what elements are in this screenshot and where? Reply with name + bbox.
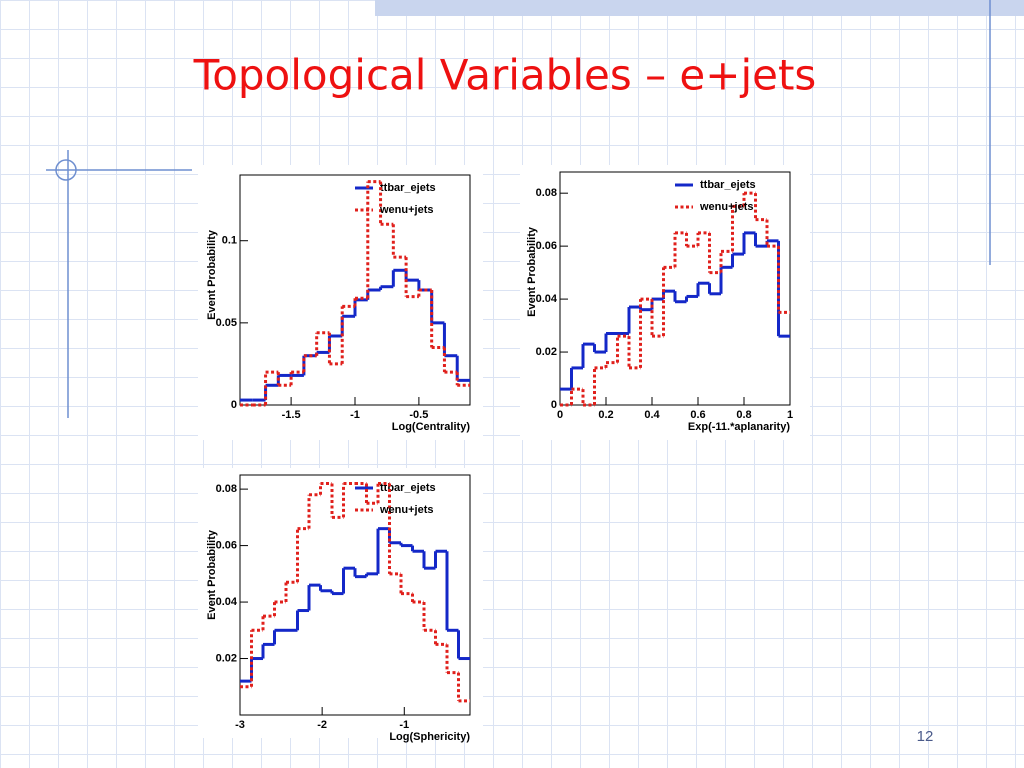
legend-label: ttbar_ejets bbox=[380, 182, 436, 194]
legend-label: wenu+jets bbox=[379, 204, 434, 216]
x-tick-label: -2 bbox=[317, 719, 327, 731]
x-tick-label: 0 bbox=[557, 409, 563, 421]
x-tick-label: -1.5 bbox=[282, 409, 301, 421]
x-tick-label: -0.5 bbox=[409, 409, 428, 421]
y-tick-label: 0.06 bbox=[216, 539, 237, 551]
legend-label: wenu+jets bbox=[379, 504, 434, 516]
x-tick-label: 0.8 bbox=[736, 409, 751, 421]
y-tick-label: 0.04 bbox=[536, 293, 558, 305]
x-tick-label: 1 bbox=[787, 409, 793, 421]
y-tick-label: 0.06 bbox=[536, 240, 557, 252]
y-tick-label: 0.08 bbox=[216, 483, 237, 495]
y-axis-label: Event Probability bbox=[206, 229, 218, 320]
plot-panel bbox=[198, 468, 483, 738]
legend-label: ttbar_ejets bbox=[700, 179, 756, 191]
page-number: 12 bbox=[917, 728, 934, 745]
legend-label: ttbar_ejets bbox=[380, 482, 436, 494]
x-axis-label: Log(Centrality) bbox=[392, 421, 471, 433]
y-tick-label: 0.04 bbox=[216, 596, 238, 608]
y-tick-label: 0.1 bbox=[222, 235, 237, 247]
y-tick-label: 0 bbox=[231, 399, 237, 411]
y-tick-label: 0.05 bbox=[216, 317, 237, 329]
plot-frame bbox=[559, 171, 791, 406]
x-tick-label: 0.2 bbox=[598, 409, 613, 421]
y-tick-label: 0.02 bbox=[216, 652, 237, 664]
y-axis-label: Event Probability bbox=[206, 529, 218, 620]
y-axis-label: Event Probability bbox=[526, 226, 538, 317]
top-band bbox=[375, 0, 1024, 16]
plot-panel bbox=[198, 165, 483, 440]
x-axis-label: Exp(-11.*aplanarity) bbox=[688, 421, 790, 433]
legend-label: wenu+jets bbox=[699, 201, 754, 213]
x-tick-label: 0.4 bbox=[644, 409, 660, 421]
x-tick-label: -1 bbox=[399, 719, 409, 731]
x-tick-label: -3 bbox=[235, 719, 245, 731]
deco-circle bbox=[55, 159, 77, 181]
y-tick-label: 0 bbox=[551, 399, 557, 411]
slide-title: Topological Variables – e+jets bbox=[193, 51, 817, 100]
x-tick-label: 0.6 bbox=[690, 409, 705, 421]
y-tick-label: 0.02 bbox=[536, 346, 557, 358]
x-axis-label: Log(Sphericity) bbox=[389, 731, 470, 743]
x-tick-label: -1 bbox=[350, 409, 360, 421]
y-tick-label: 0.08 bbox=[536, 187, 557, 199]
plot-frame bbox=[239, 474, 471, 716]
